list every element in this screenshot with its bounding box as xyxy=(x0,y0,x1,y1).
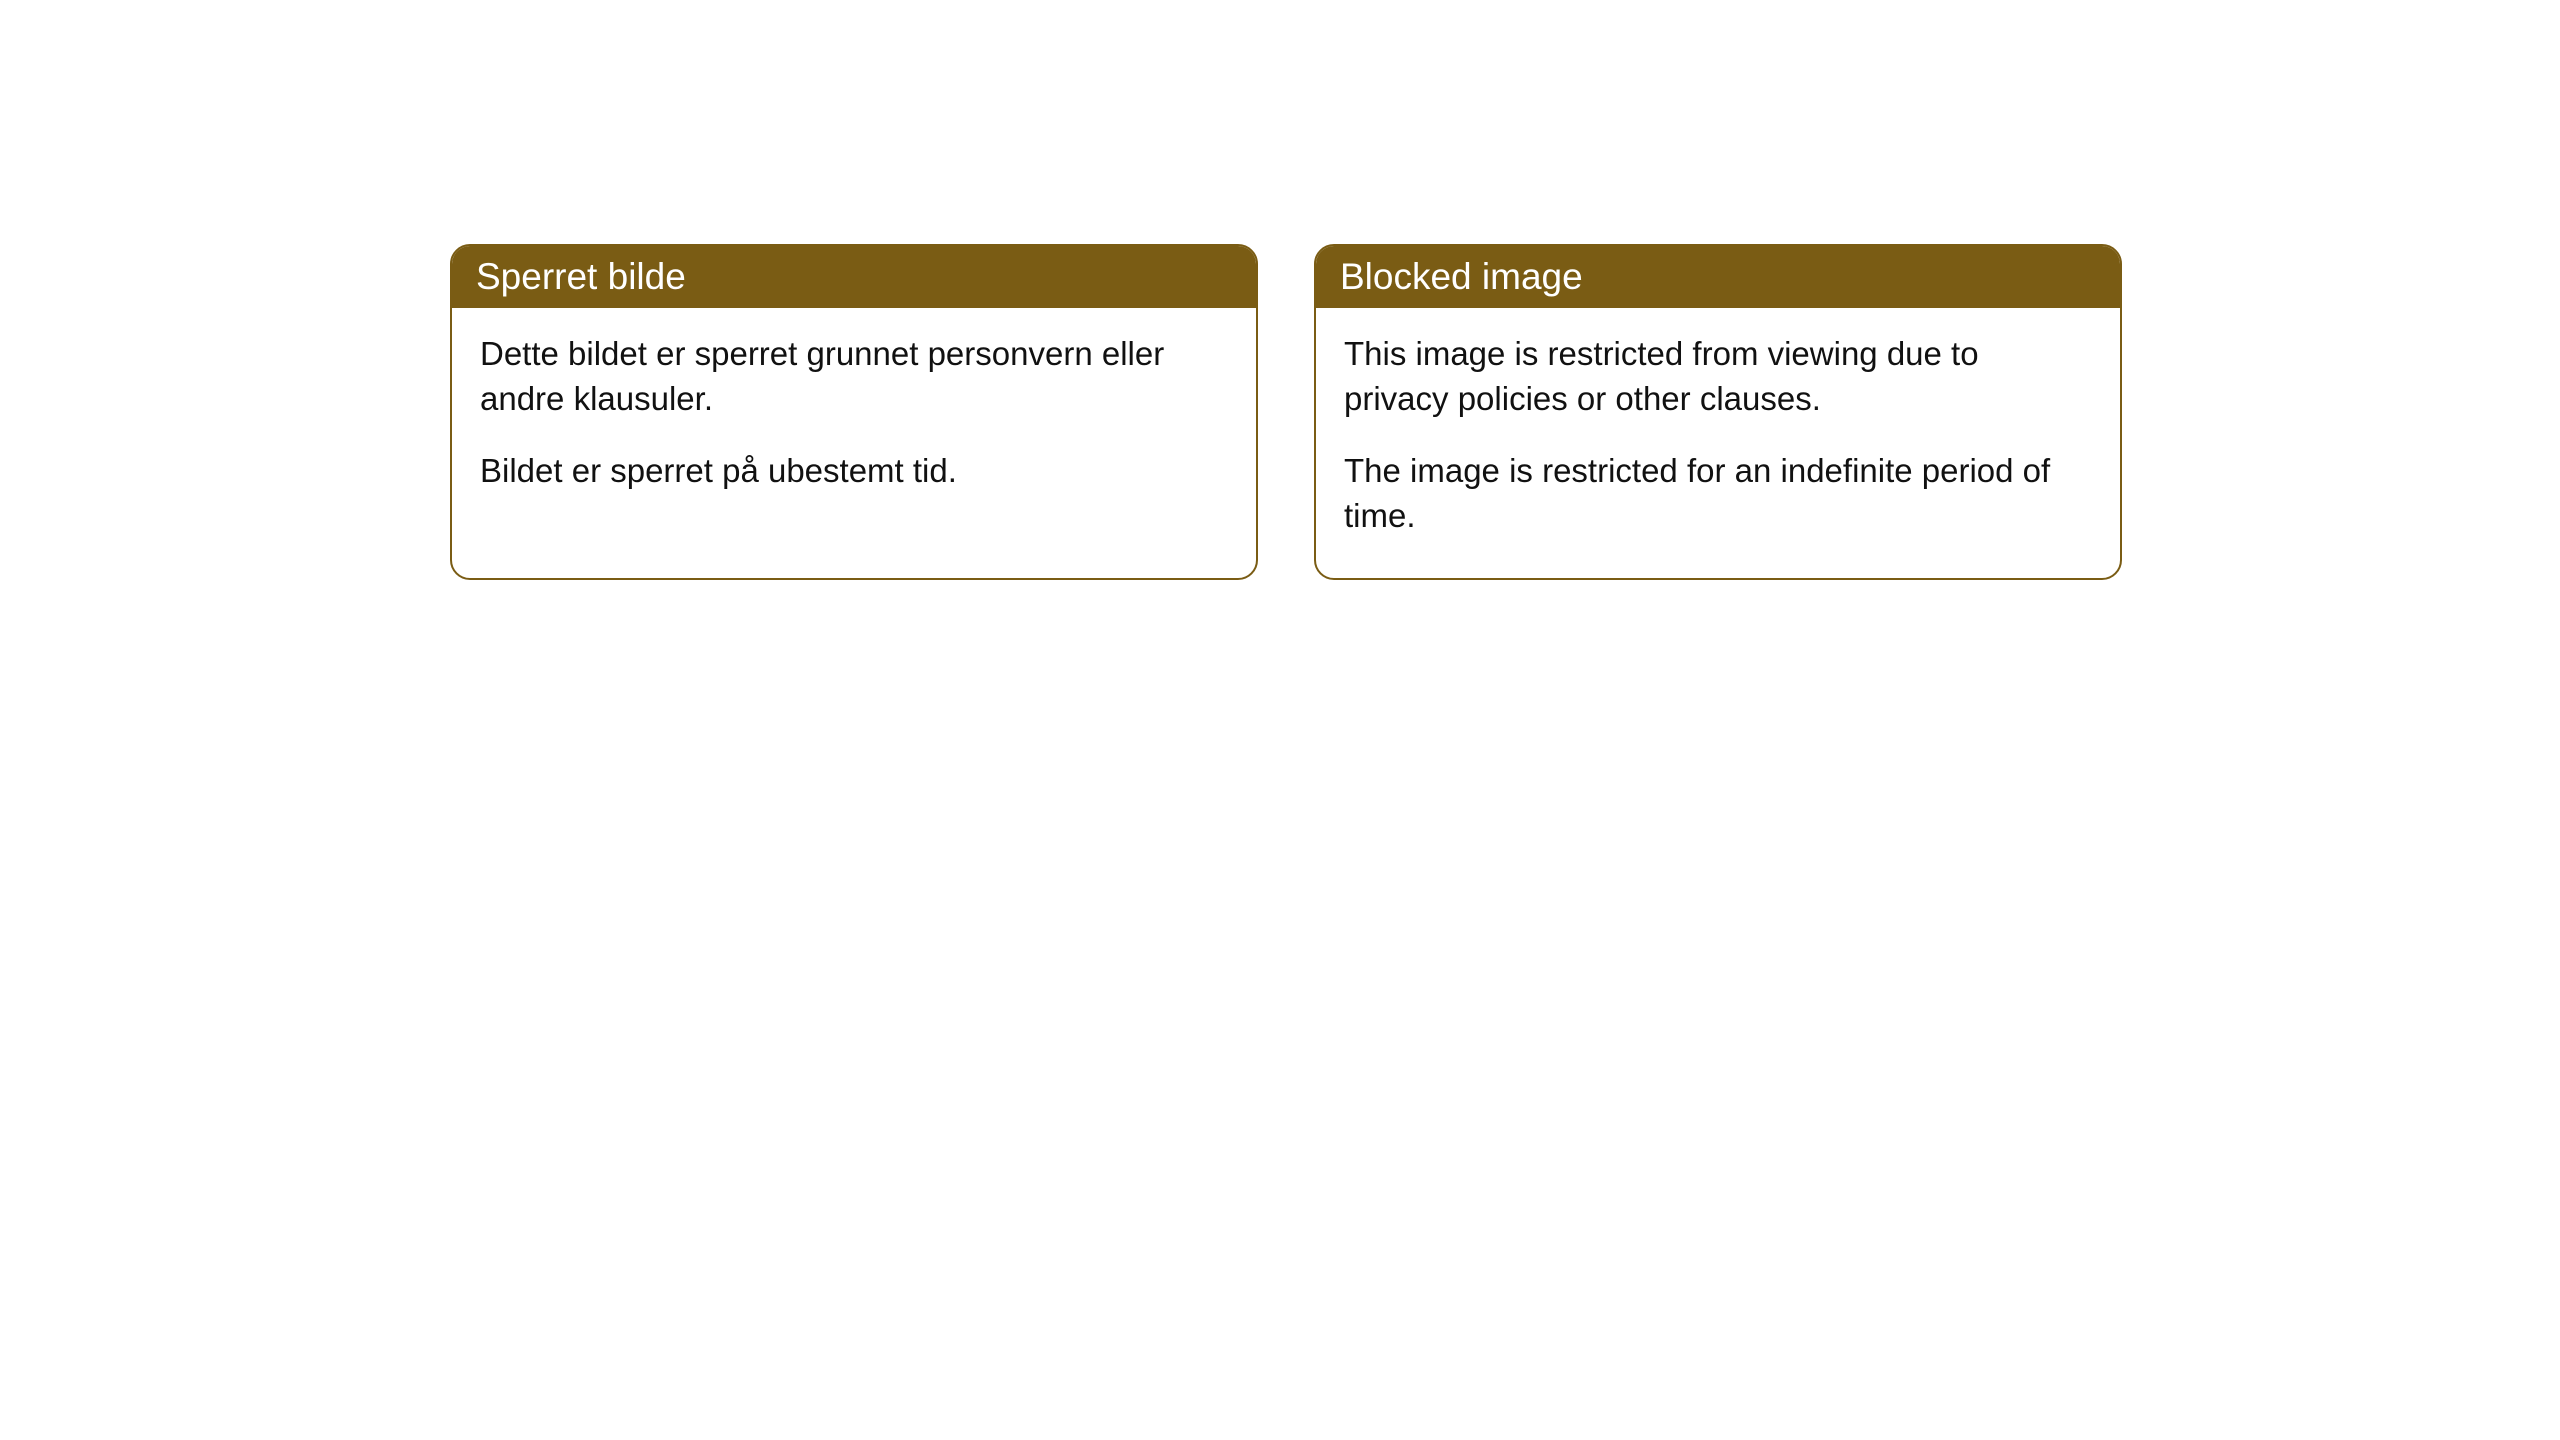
card-text-norwegian-2: Bildet er sperret på ubestemt tid. xyxy=(480,449,1228,494)
card-title-english: Blocked image xyxy=(1340,256,1583,297)
card-title-norwegian: Sperret bilde xyxy=(476,256,686,297)
card-text-english-1: This image is restricted from viewing du… xyxy=(1344,332,2092,421)
blocked-image-card-norwegian: Sperret bilde Dette bildet er sperret gr… xyxy=(450,244,1258,580)
blocked-image-card-english: Blocked image This image is restricted f… xyxy=(1314,244,2122,580)
card-body-english: This image is restricted from viewing du… xyxy=(1316,308,2120,578)
card-text-norwegian-1: Dette bildet er sperret grunnet personve… xyxy=(480,332,1228,421)
notice-cards-container: Sperret bilde Dette bildet er sperret gr… xyxy=(450,244,2560,580)
card-header-norwegian: Sperret bilde xyxy=(452,246,1256,308)
card-body-norwegian: Dette bildet er sperret grunnet personve… xyxy=(452,308,1256,534)
card-text-english-2: The image is restricted for an indefinit… xyxy=(1344,449,2092,538)
card-header-english: Blocked image xyxy=(1316,246,2120,308)
